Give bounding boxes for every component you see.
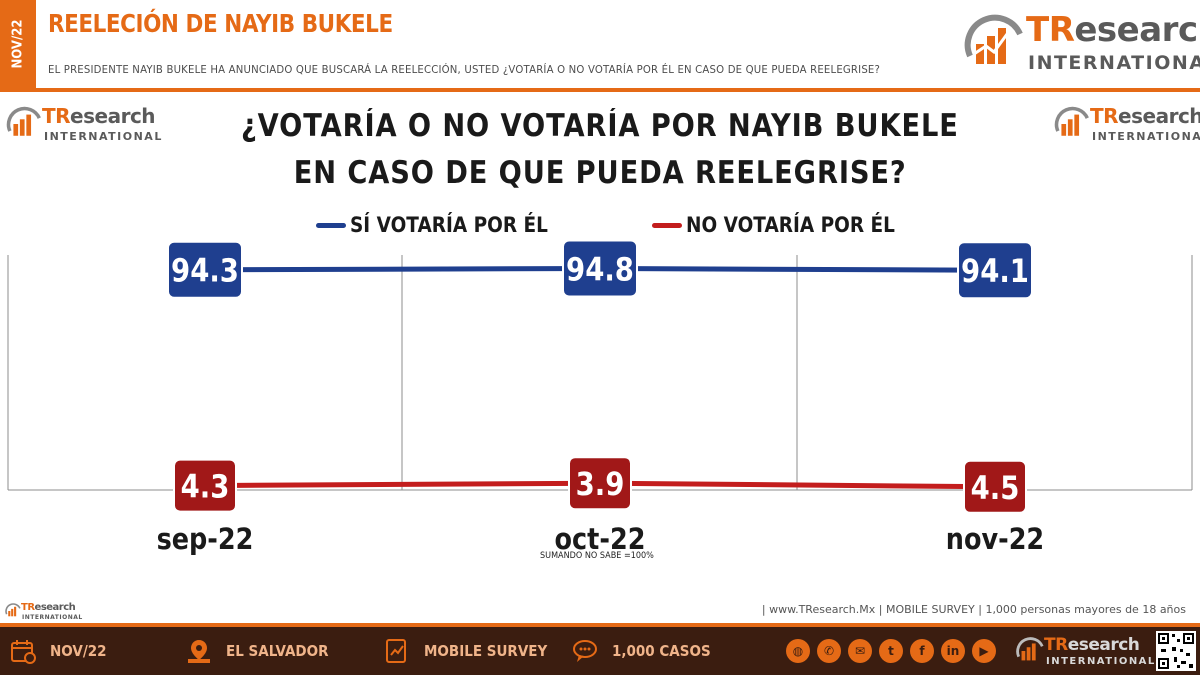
source-note: | www.TResearch.Mx | MOBILE SURVEY | 1,0… [762,603,1186,616]
twitter-icon[interactable]: t [879,639,903,663]
legend-label-no: NO VOTARÍA POR ÉL [686,213,895,237]
brand-subtitle: INTERNATIONAL [1046,656,1156,667]
date-tab: NOV/22 [0,0,36,88]
footer-label-method: MOBILE SURVEY [424,642,548,660]
brand-logo-left: TResearch INTERNATIONAL [4,104,161,146]
mail-icon[interactable]: ✉ [848,639,872,663]
brand-subtitle: INTERNATIONAL [1092,130,1200,143]
brand-subtitle: INTERNATIONAL [1028,52,1200,74]
calendar-icon [10,638,36,664]
brand-wordmark: TResearch [21,602,76,613]
brand-wordmark: TResearch [1090,104,1200,128]
chat-icon [572,638,598,664]
footer-item-country: EL SALVADOR [186,627,340,675]
chart-title-line-2: EN CASO DE QUE PUEDA REELEGRISE? [293,155,907,191]
facebook-icon[interactable]: f [910,639,934,663]
brand-wordmark: TResearch [1026,10,1200,50]
qr-code-icon [1156,631,1196,671]
brand-wordmark: TResearch [42,104,156,128]
brand-logo-right: TResearch INTERNATIONAL [1052,104,1200,146]
youtube-icon[interactable]: ▶ [972,639,996,663]
chart-note: SUMANDO NO SABE =100% [540,551,654,561]
header: NOV/22 REELECIÓN DE NAYIB BUKELE EL PRES… [0,0,1200,88]
footer-label-country: EL SALVADOR [226,642,329,660]
data-point-no-2 [963,459,1027,514]
chart-title-line-1: ¿VOTARÍA O NO VOTARÍA POR NAYIB BUKELE [241,108,959,144]
footer: NOV/22 EL SALVADOR MOBILE SURVEY 1,000 C… [0,627,1200,675]
legend-item-si: SÍ VOTARÍA POR ÉL [316,210,575,240]
chart-legend: SÍ VOTARÍA POR ÉL NO VOTARÍA POR ÉL [0,210,1200,240]
page-title: REELECIÓN DE NAYIB BUKELE [48,9,393,38]
data-point-no-1 [568,456,632,511]
data-point-no-0 [173,458,237,513]
legend-label-si: SÍ VOTARÍA POR ÉL [350,213,548,237]
legend-swatch-no [652,222,682,228]
x-tick-label-0: sep-22 [157,524,254,557]
data-label-si-1: 94.8 [566,252,634,290]
map-pin-icon [186,638,212,664]
footer-item-cases: 1,000 CASOS [572,627,722,675]
phone-icon[interactable]: ✆ [817,639,841,663]
data-label-no-1: 3.9 [576,466,625,504]
data-point-si-1 [562,239,638,298]
page-subtitle: EL PRESIDENTE NAYIB BUKELE HA ANUNCIADO … [48,63,881,76]
footer-divider [0,623,1200,627]
x-tick-label-2: nov-22 [946,524,1044,557]
data-point-si-0 [167,240,243,299]
brand-logo-mark-icon [5,603,21,617]
brand-subtitle: INTERNATIONAL [22,614,83,621]
legend-item-no: NO VOTARÍA POR ÉL [652,210,923,240]
brand-logo-mark-icon [1054,106,1089,136]
brand-logo-mark-icon [1016,637,1044,661]
data-label-no-2: 4.5 [971,470,1020,508]
linkedin-icon[interactable]: in [941,639,965,663]
x-tick-label-1: oct-22 [555,524,646,557]
brand-subtitle: INTERNATIONAL [44,130,163,143]
footer-label-date: NOV/22 [50,642,107,660]
footer-item-date: NOV/22 [10,627,113,675]
footer-label-cases: 1,000 CASOS [612,642,711,660]
brand-logo-mark-icon [6,106,41,136]
brand-logo-footer-left: TResearch INTERNATIONAL [4,602,84,622]
source-text: | www.TResearch.Mx | MOBILE SURVEY | 1,0… [761,603,1186,616]
footer-item-method: MOBILE SURVEY [384,627,561,675]
data-label-no-0: 4.3 [181,469,230,507]
data-point-si-2 [957,241,1033,300]
brand-logo-mark-icon [964,14,1023,64]
globe-icon[interactable]: ◍ [786,639,810,663]
header-divider [0,88,1200,92]
data-label-si-0: 94.3 [171,253,239,291]
survey-icon [384,638,410,664]
brand-logo-header: TResearch INTERNATIONAL [960,10,1200,78]
line-chart: 94.3 94.8 94.1 4.3 3.9 4.5 sep-22 oct-22 nov-22 [7,239,1193,557]
legend-swatch-si [316,222,346,228]
brand-wordmark: TResearch [1044,635,1140,655]
brand-logo-footer: TResearch INTERNATIONAL [1014,635,1154,671]
data-label-si-2: 94.1 [961,253,1029,291]
